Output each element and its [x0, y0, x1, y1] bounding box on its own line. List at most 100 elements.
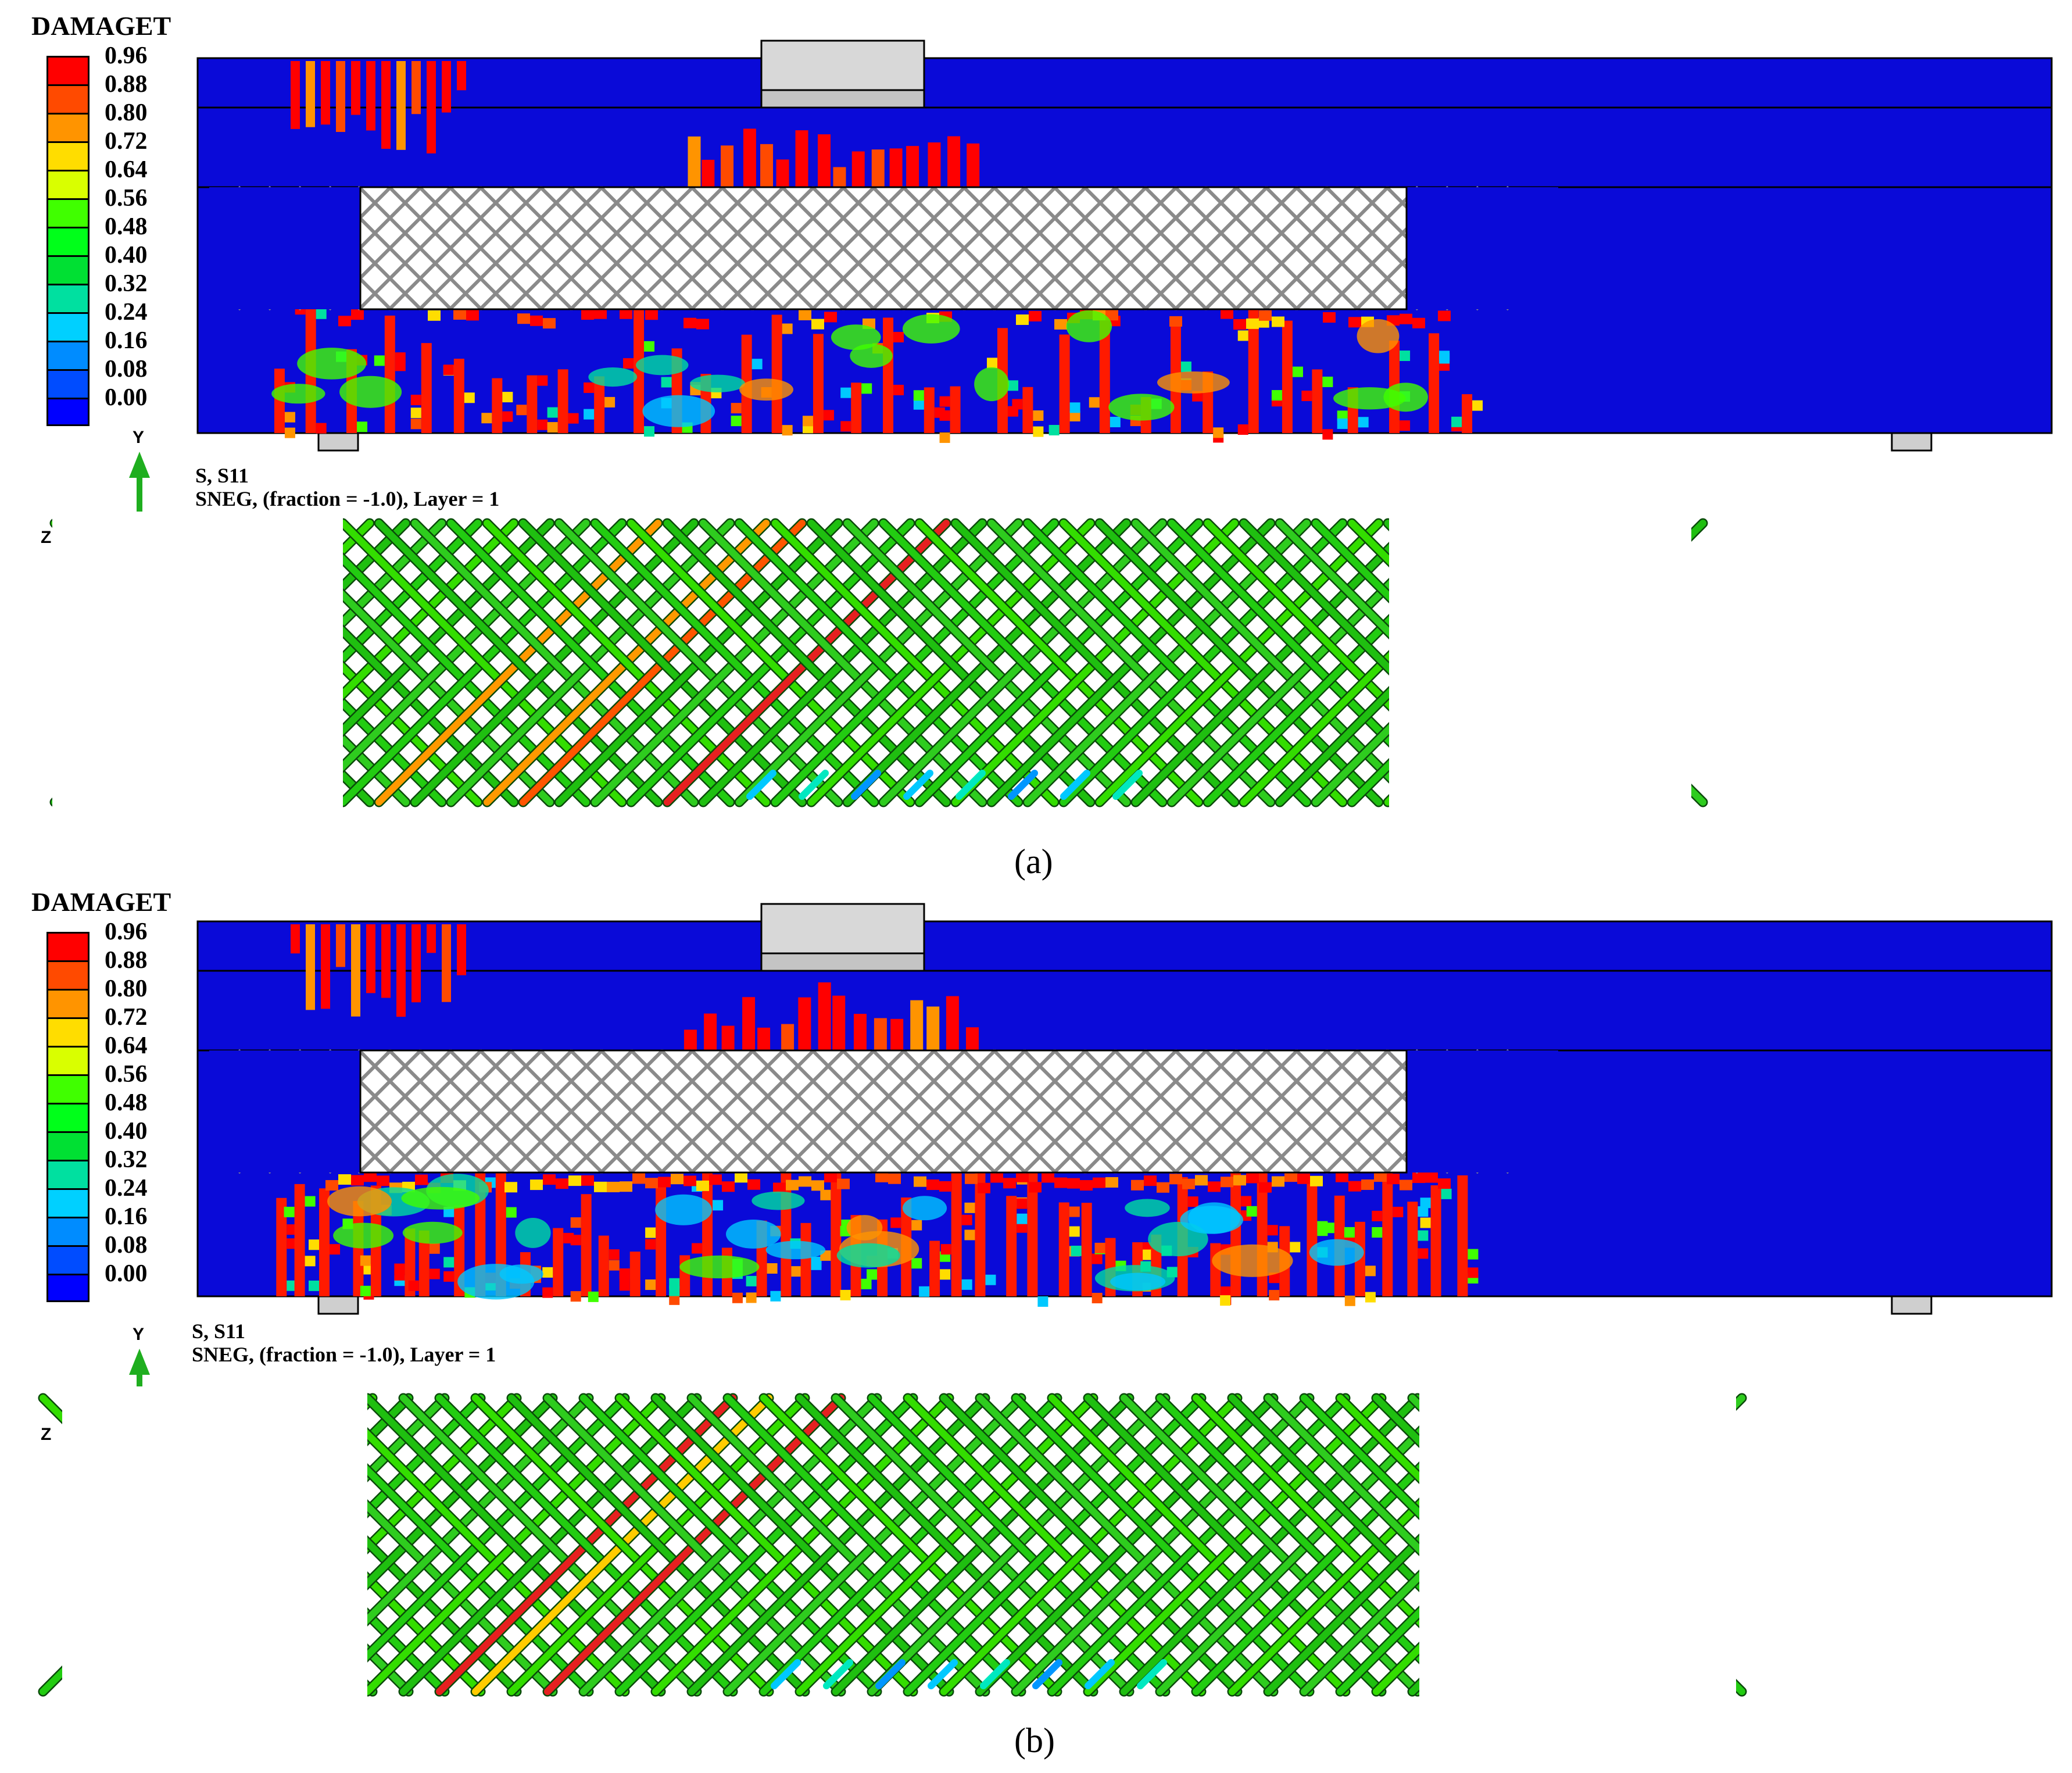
panel-b: DAMAGET 0.96 0.88 0.80 0.72 0.64 0.56 0.48 0.40… — [0, 886, 2072, 1773]
damage-legend-swatch — [46, 113, 90, 141]
mesh-bar — [940, 1395, 1241, 1695]
damage-legend: 0.96 0.88 0.80 0.72 0.64 0.56 0.48 0.40 0.32 0.24… — [46, 920, 221, 1302]
beam-damage-contour — [196, 903, 2053, 1315]
damage-legend-swatch — [46, 1017, 90, 1046]
damage-legend-swatch — [46, 227, 90, 255]
mesh-bar — [616, 1395, 917, 1695]
damage-legend-label: 0.88 — [105, 947, 148, 974]
damage-legend-label: 0.96 — [105, 918, 148, 945]
mesh-region — [209, 185, 1558, 311]
damage-legend-label: 0.48 — [105, 213, 148, 240]
damage-legend-swatch — [46, 141, 90, 170]
reinforcement-mesh-stress — [38, 1386, 1747, 1703]
damage-legend-swatch — [46, 1217, 90, 1245]
damage-legend-label: 0.88 — [105, 71, 148, 98]
mesh-bar — [508, 1395, 808, 1695]
mesh-bar — [724, 1395, 1025, 1695]
mesh-bar — [1085, 1395, 1385, 1695]
mesh-bar — [580, 1395, 881, 1695]
damage-legend-label: 0.08 — [105, 1232, 148, 1259]
damage-legend-label: 0.24 — [105, 299, 148, 326]
mesh-bar — [1012, 1395, 1313, 1695]
left-support — [317, 432, 359, 452]
mesh-bar — [328, 1395, 628, 1695]
loading-plate — [760, 903, 925, 955]
mesh-bar — [544, 1395, 844, 1695]
beam-damage-contour — [196, 40, 2053, 452]
damage-legend-label: 0.16 — [105, 327, 148, 354]
damage-legend-label: 0.48 — [105, 1089, 148, 1116]
damage-legend-swatch — [46, 932, 90, 960]
mesh-bar — [796, 1395, 1097, 1695]
mesh-bar — [904, 1395, 1205, 1695]
damage-legend-label: 0.72 — [105, 1004, 148, 1031]
damage-legend-swatch — [46, 341, 90, 369]
right-support — [1891, 432, 1933, 452]
z-axis-label: Z — [41, 1425, 51, 1444]
damage-legend-label: 0.56 — [105, 185, 148, 212]
mesh-bar — [1157, 1395, 1457, 1695]
y-axis-label: Y — [133, 428, 144, 447]
damage-legend-swatch — [46, 1046, 90, 1074]
left-support — [317, 1295, 359, 1315]
mesh-bar — [472, 1395, 772, 1695]
mesh-bar — [976, 1395, 1277, 1695]
damage-legend-swatch — [46, 398, 90, 426]
damage-legend-swatch — [46, 1188, 90, 1217]
damage-contour — [276, 924, 1479, 1307]
damage-legend-swatch — [46, 369, 90, 398]
y-axis-label: Y — [133, 1325, 144, 1344]
y-arrowhead-icon — [129, 1349, 150, 1375]
mesh-bar — [400, 1395, 700, 1695]
damage-legend-swatch — [46, 1074, 90, 1103]
damage-legend-label: 0.40 — [105, 1118, 148, 1145]
damage-legend-label: 0.64 — [105, 1032, 148, 1059]
damage-legend-label: 0.32 — [105, 1146, 148, 1173]
mesh-bar — [652, 1395, 953, 1695]
damage-legend-label: 0.96 — [105, 42, 148, 69]
mesh-bars — [38, 1393, 1747, 1697]
panel-a: DAMAGET 0.96 0.88 0.80 0.72 0.64 0.56 0.48 0.40… — [0, 0, 2072, 884]
mesh-bar — [1048, 1395, 1349, 1695]
damage-legend-label: 0.72 — [105, 128, 148, 155]
y-arrowhead-icon — [129, 452, 150, 478]
damage-legend-swatch — [46, 1131, 90, 1160]
damage-legend-title: DAMAGET — [31, 11, 171, 41]
damage-legend-swatch — [46, 284, 90, 312]
mesh-bar — [688, 1395, 989, 1695]
damage-contour — [271, 61, 1483, 443]
damage-legend-swatch — [46, 312, 90, 341]
mesh-bar — [436, 1395, 736, 1695]
damage-legend-label: 0.00 — [105, 1260, 148, 1287]
mesh-region — [209, 1049, 1558, 1174]
damage-legend: 0.96 0.88 0.80 0.72 0.64 0.56 0.48 0.40 0.32 0.24… — [46, 44, 221, 426]
loading-plate — [760, 40, 925, 91]
damage-legend-label: 0.16 — [105, 1203, 148, 1230]
right-support — [1891, 1295, 1933, 1315]
z-axis-label: Z — [41, 528, 51, 547]
stress-legend-subtitle: SNEG, (fraction = -1.0), Layer = 1 — [192, 1343, 496, 1366]
damage-legend-label: 0.00 — [105, 384, 148, 411]
damage-legend-swatch — [46, 56, 90, 84]
mesh-bar — [760, 1395, 1061, 1695]
mesh-bar — [868, 1395, 1169, 1695]
mesh-bar — [1121, 1395, 1421, 1695]
damage-legend-label: 0.80 — [105, 99, 148, 126]
stress-legend-subtitle: SNEG, (fraction = -1.0), Layer = 1 — [195, 487, 500, 510]
damage-legend-swatch — [46, 84, 90, 113]
damage-legend-label: 0.32 — [105, 270, 148, 297]
damage-legend-title: DAMAGET — [31, 887, 171, 917]
damage-legend-swatch — [46, 960, 90, 989]
damage-legend-swatch — [46, 255, 90, 284]
damage-legend-swatch — [46, 1245, 90, 1274]
stress-legend-title: S, S11 — [192, 1320, 246, 1343]
damage-legend-label: 0.80 — [105, 975, 148, 1002]
damage-legend-label: 0.40 — [105, 242, 148, 269]
damage-legend-label: 0.24 — [105, 1175, 148, 1202]
damage-legend-label: 0.64 — [105, 156, 148, 183]
loading-plate-base — [760, 952, 925, 972]
damage-legend-label: 0.08 — [105, 356, 148, 383]
damage-legend-swatch — [46, 1160, 90, 1188]
loading-plate-base — [760, 89, 925, 109]
